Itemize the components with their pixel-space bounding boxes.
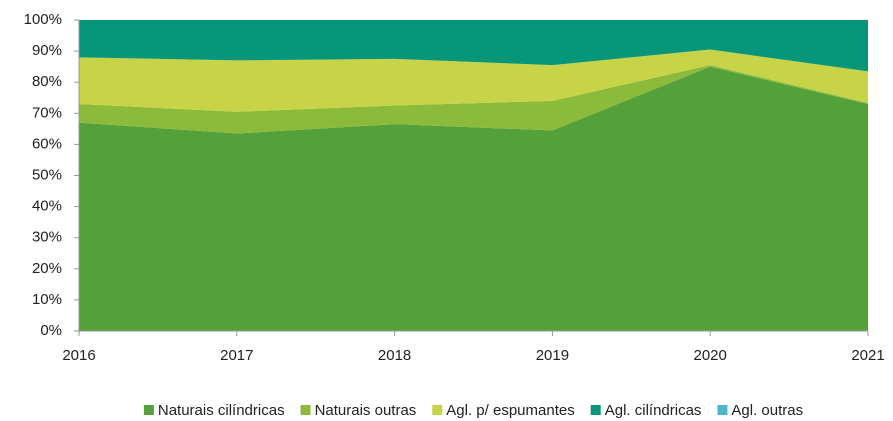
y-tick-label: 100%: [24, 11, 62, 28]
x-tick-label: 2017: [220, 347, 253, 364]
area: [79, 20, 868, 72]
x-tick-label: 2018: [378, 347, 411, 364]
legend-swatch: [143, 405, 154, 415]
x-tick-label: 2019: [536, 347, 569, 364]
legend-swatch: [432, 405, 443, 415]
area: [79, 49, 868, 112]
y-tick-label: 20%: [32, 260, 62, 277]
legend-label: Agl. outras: [731, 402, 803, 419]
legend-label: Naturais outras: [315, 402, 417, 419]
x-tick-label: 2021: [851, 347, 884, 364]
y-tick-label: 40%: [32, 198, 62, 215]
y-tick-label: 90%: [32, 42, 62, 59]
y-tick-label: 50%: [32, 166, 62, 183]
y-tick-label: 80%: [32, 73, 62, 90]
legend-label: Agl. p/ espumantes: [446, 402, 574, 419]
area: [79, 66, 868, 332]
legend-swatch: [590, 405, 601, 415]
x-tick-label: 2020: [694, 347, 727, 364]
y-tick-label: 30%: [32, 229, 62, 246]
y-tick-label: 0%: [40, 322, 62, 339]
y-tick-label: 70%: [32, 104, 62, 121]
x-tick-label: 2016: [62, 347, 95, 364]
y-tick-label: 60%: [32, 135, 62, 152]
legend-swatch: [717, 405, 728, 415]
legend-label: Naturais cilíndricas: [158, 402, 285, 419]
legend-label: Agl. cilíndricas: [605, 402, 702, 419]
area: [79, 65, 868, 134]
y-tick-label: 10%: [32, 291, 62, 308]
legend-swatch: [300, 405, 311, 415]
